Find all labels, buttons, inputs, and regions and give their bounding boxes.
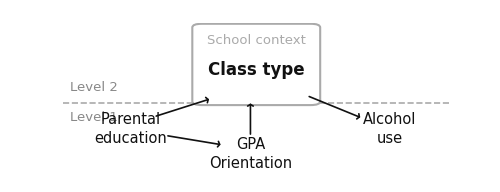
Text: Level 1: Level 1 (70, 111, 118, 124)
FancyBboxPatch shape (192, 24, 320, 105)
Text: Parental
education: Parental education (94, 112, 166, 146)
Text: Alcohol
use: Alcohol use (363, 112, 416, 146)
Text: School context: School context (207, 34, 306, 47)
Text: GPA
Orientation: GPA Orientation (209, 137, 292, 171)
Text: Level 2: Level 2 (70, 81, 118, 94)
Text: Class type: Class type (208, 61, 304, 79)
